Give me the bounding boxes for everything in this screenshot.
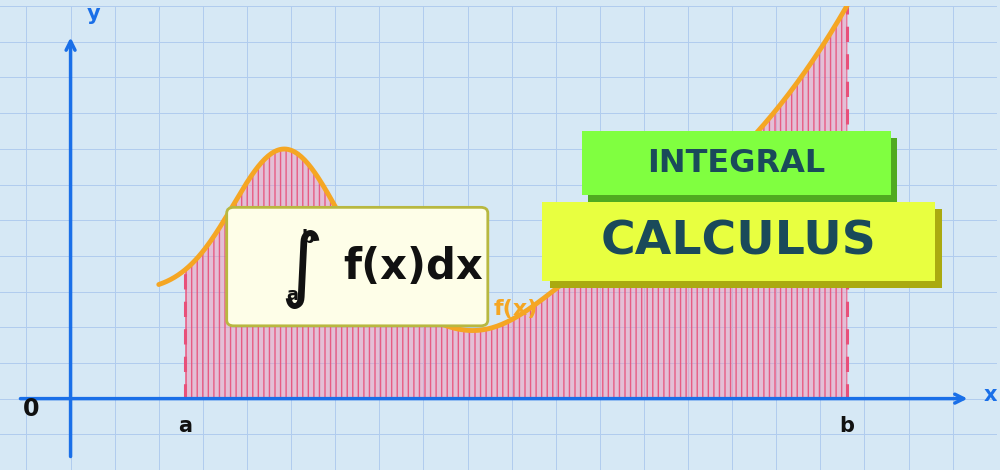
FancyBboxPatch shape <box>227 207 488 326</box>
Text: CALCULUS: CALCULUS <box>601 219 877 264</box>
Text: a: a <box>178 416 192 437</box>
FancyBboxPatch shape <box>582 131 891 195</box>
FancyBboxPatch shape <box>588 138 897 203</box>
Text: b: b <box>839 416 854 437</box>
Text: f(x): f(x) <box>494 298 538 319</box>
FancyBboxPatch shape <box>542 203 935 281</box>
FancyBboxPatch shape <box>550 210 942 288</box>
Text: f(x)dx: f(x)dx <box>343 246 483 288</box>
Text: b: b <box>302 229 315 247</box>
Text: y: y <box>86 4 100 24</box>
Text: 0: 0 <box>23 397 40 421</box>
Text: $\int$: $\int$ <box>280 229 320 311</box>
Text: x: x <box>984 385 997 405</box>
Text: INTEGRAL: INTEGRAL <box>647 148 826 179</box>
Text: a: a <box>287 286 299 305</box>
